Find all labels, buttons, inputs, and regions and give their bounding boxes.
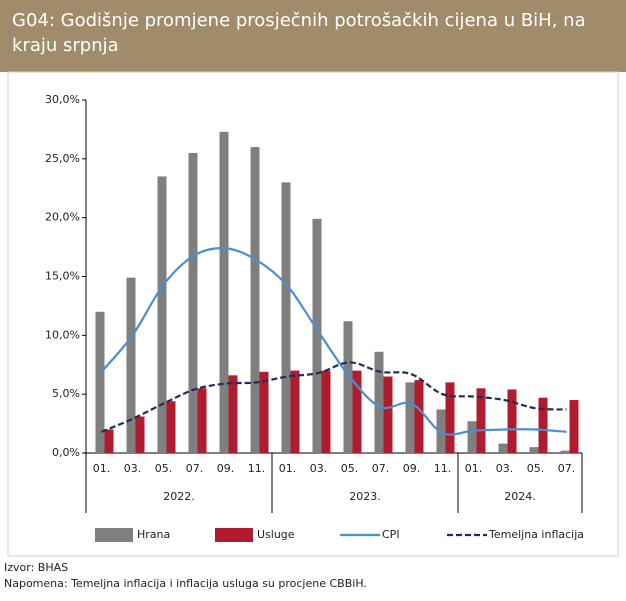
x-tick-label: 09. [403,462,421,475]
header: G04: Godišnje promjene prosječnih potroš… [0,0,626,72]
x-tick-label: 05. [527,462,545,475]
bar [135,416,145,453]
line [100,246,567,436]
frame [7,71,619,557]
bar [507,389,517,453]
x-tick-label: 03. [124,462,142,475]
y-tick-label: 5,0% [52,387,80,400]
legend-label: CPI [382,528,400,541]
bar [476,388,486,453]
bar [498,443,508,453]
chart-title: G04: Godišnje promjene prosječnih potroš… [12,10,586,56]
x-tick-label: 03. [310,462,328,475]
bar [560,450,570,453]
bar [290,370,300,453]
group-label: 2024. [504,490,536,503]
bar [228,375,238,453]
legend-label: Temeljna inflacija [488,528,584,541]
x-tick-label: 09. [217,462,235,475]
x-tick-label: 03. [496,462,514,475]
bar [538,397,548,453]
x-tick-label: 07. [372,462,390,475]
legend-label: Hrana [137,528,170,541]
bar [166,401,176,453]
bar [414,380,424,453]
note: Napomena: Temeljna inflacija i inflacija… [4,577,367,590]
y-tick-label: 20,0% [45,211,80,224]
bar [188,152,198,453]
bar [250,147,260,454]
bar [219,131,229,453]
line [101,361,567,433]
bar [259,371,269,453]
x-tick-label: 07. [558,462,576,475]
x-tick-label: 05. [155,462,173,475]
y-tick-label: 10,0% [45,328,80,341]
bar [126,277,136,453]
y-tick-label: 30,0% [45,93,80,106]
source: Izvor: BHAS [4,561,69,574]
bar [312,218,322,453]
x-tick-label: 11. [248,462,266,475]
bar [157,176,167,453]
bar [95,311,105,453]
y-tick-label: 0,0% [52,446,80,459]
bar [529,447,539,453]
x-tick-label: 05. [341,462,359,475]
bar [197,388,207,453]
legend-swatch [95,528,133,542]
bar [467,421,477,453]
legend-swatch [215,528,253,542]
bar [343,321,353,453]
legend-label: Usluge [257,528,295,541]
bar [352,370,362,453]
y-tick-label: 25,0% [45,152,80,165]
x-tick-label: 07. [186,462,204,475]
group-label: 2023. [349,490,381,503]
x-tick-label: 01. [279,462,297,475]
group-label: 2022. [163,490,195,503]
x-tick-label: 01. [93,462,111,475]
bar [445,382,455,453]
y-tick-label: 15,0% [45,270,80,283]
x-tick-label: 01. [465,462,483,475]
bar [321,370,331,453]
x-tick-label: 11. [434,462,452,475]
bar [374,351,384,453]
bar [405,382,415,453]
bar [383,376,393,453]
bar [104,429,114,453]
bar [569,400,579,453]
bar [281,182,291,453]
